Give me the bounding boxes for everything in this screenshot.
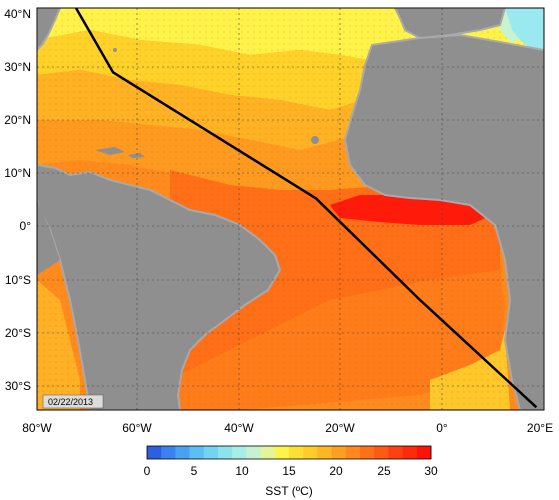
lon-tick-60w: 60°W	[122, 421, 152, 435]
colorbar-segment	[345, 446, 361, 459]
lat-tick-30n: 30°N	[4, 60, 31, 74]
lat-tick-20n: 20°N	[4, 113, 31, 127]
lat-tick-10s: 10°S	[5, 273, 31, 287]
lat-tick-40n: 40°N	[4, 7, 31, 21]
colorbar-segment	[289, 446, 304, 459]
cbar-tick-30: 30	[424, 464, 438, 478]
colorbar-segment	[147, 446, 162, 459]
land-island-2	[113, 48, 117, 52]
colorbar-segment	[218, 446, 233, 459]
lon-tick-20w: 20°W	[325, 421, 355, 435]
map-frame	[36, 7, 545, 411]
lat-tick-20s: 20°S	[5, 326, 31, 340]
colorbar-title: SST (ºC)	[265, 484, 313, 498]
colorbar-segment	[416, 446, 432, 459]
cbar-tick-0: 0	[144, 464, 151, 478]
colorbar-segment	[274, 446, 290, 459]
land-north-america	[37, 8, 62, 52]
colorbar-segment	[360, 446, 375, 459]
colorbar-segment	[246, 446, 261, 459]
lat-tick-labels: 40°N 30°N 20°N 10°N 0° 10°S 20°S 30°S	[4, 7, 31, 393]
land-africa	[343, 33, 544, 410]
lon-tick-20e: 20°E	[527, 421, 553, 435]
map-grid	[37, 8, 544, 410]
colorbar-segment	[331, 446, 347, 459]
date-label: 02/22/2013	[48, 397, 93, 407]
cold-patch-ne	[505, 8, 544, 50]
colorbar-frame	[146, 445, 432, 460]
colorbar-tick-labels: 0 5 10 15 20 25 30	[144, 464, 438, 478]
colorbar-segment	[374, 446, 389, 459]
lon-tick-0: 0°	[436, 421, 448, 435]
colorbar-segment	[175, 446, 190, 459]
cbar-tick-20: 20	[329, 464, 343, 478]
lon-tick-labels: 80°W 60°W 40°W 20°W 0° 20°E	[22, 421, 553, 435]
date-box: 02/22/2013	[42, 394, 104, 409]
lon-tick-80w: 80°W	[22, 421, 52, 435]
colorbar-segment	[402, 446, 418, 459]
lat-tick-0: 0°	[20, 219, 32, 233]
colorbar-segment	[161, 446, 176, 459]
colorbar-segment	[260, 446, 276, 459]
colorbar-segment	[317, 446, 332, 459]
cbar-tick-10: 10	[235, 464, 249, 478]
cbar-tick-15: 15	[282, 464, 296, 478]
colorbar-segment	[388, 446, 403, 459]
land-caribbean-2	[128, 153, 145, 158]
land-pacific-strip	[37, 200, 60, 275]
lat-tick-30s: 30°S	[5, 379, 31, 393]
colorbar-segment	[232, 446, 247, 459]
lat-tick-10n: 10°N	[4, 166, 31, 180]
cbar-tick-25: 25	[377, 464, 391, 478]
cruise-track-line	[74, 7, 538, 409]
land-caribbean-1	[95, 147, 125, 155]
colorbar-segment	[303, 446, 318, 459]
sst-colorbar	[147, 446, 432, 459]
colorbar-segment	[203, 446, 219, 459]
land-island-1	[311, 136, 319, 144]
cbar-tick-5: 5	[191, 464, 198, 478]
colorbar-segment	[189, 446, 205, 459]
lon-tick-40w: 40°W	[224, 421, 254, 435]
